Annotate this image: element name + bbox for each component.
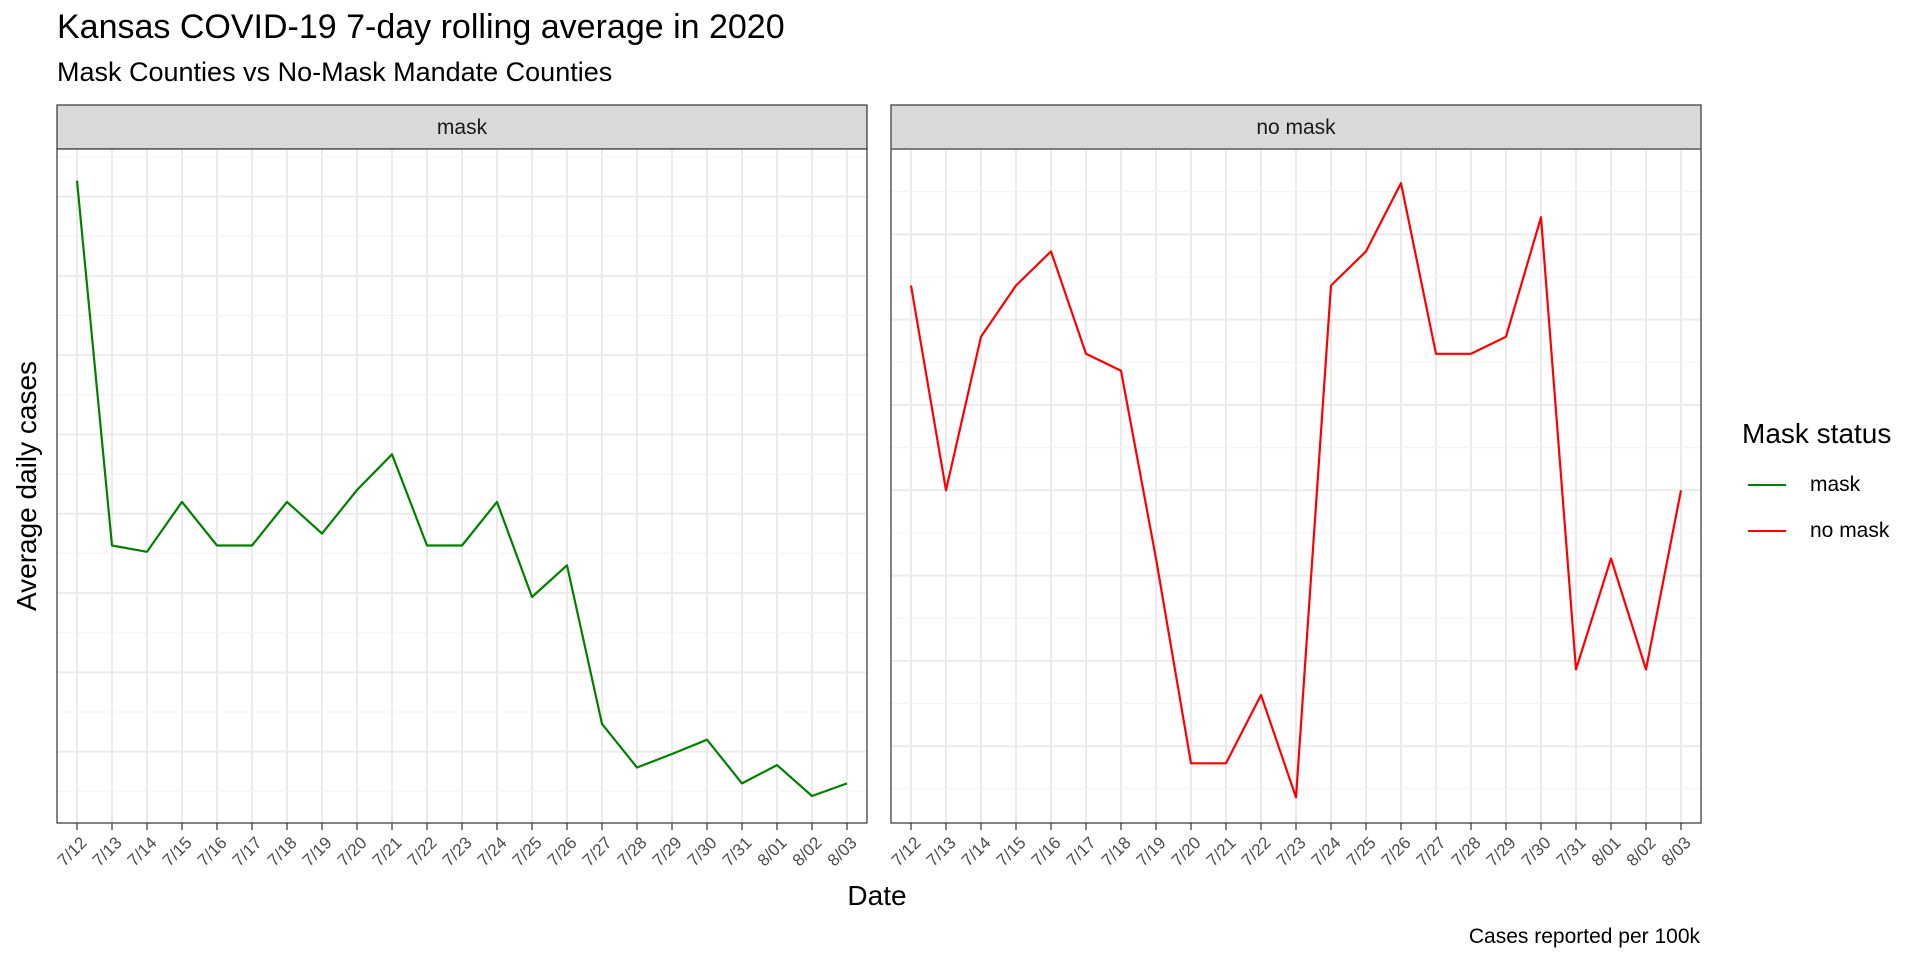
x-tick-label: 7/13 [923, 833, 960, 870]
legend-item-no-mask: no mask [1742, 508, 1891, 554]
x-tick-label: 7/14 [958, 833, 995, 870]
x-tick-label: 7/13 [89, 833, 126, 870]
x-tick-label: 7/21 [1203, 833, 1240, 870]
x-tick-label: 7/12 [54, 833, 91, 870]
caption: Cases reported per 100k [1468, 925, 1700, 948]
x-tick-label: 8/02 [1623, 833, 1660, 870]
x-tick-label: 7/29 [1483, 833, 1520, 870]
legend-label-mask: mask [1810, 473, 1861, 496]
x-tick-label: 7/30 [1518, 833, 1555, 870]
x-tick-label: 7/28 [1448, 833, 1485, 870]
x-tick-label: 8/02 [789, 833, 826, 870]
x-tick-label: 8/03 [1658, 833, 1695, 870]
legend-item-mask: mask [1742, 462, 1891, 508]
x-tick-label: 7/27 [579, 833, 616, 870]
x-tick-label: 7/28 [614, 833, 651, 870]
chart-title: Kansas COVID-19 7-day rolling average in… [57, 8, 785, 46]
x-tick-label: 7/15 [159, 833, 196, 870]
y-axis-title: Average daily cases [11, 360, 42, 612]
x-tick-label: 7/16 [1028, 833, 1065, 870]
facet-strip-label: mask [437, 116, 488, 139]
x-tick-label: 7/24 [1308, 833, 1345, 870]
x-tick-label: 7/15 [993, 833, 1030, 870]
x-tick-label: 7/18 [264, 833, 301, 870]
facet-strip-label: no mask [1256, 116, 1336, 139]
x-tick-label: 7/12 [888, 833, 925, 870]
x-tick-label: 7/16 [194, 833, 231, 870]
x-tick-label: 7/21 [369, 833, 406, 870]
x-tick-label: 7/17 [1063, 833, 1100, 870]
x-tick-label: 7/29 [649, 833, 686, 870]
panel-border-1 [890, 148, 1702, 824]
x-tick-label: 7/14 [124, 833, 161, 870]
legend-key-mask [1748, 484, 1786, 486]
x-tick-label: 7/31 [719, 833, 756, 870]
x-tick-label: 7/30 [684, 833, 721, 870]
x-tick-label: 7/19 [1133, 833, 1170, 870]
x-tick-label: 7/25 [1343, 833, 1380, 870]
x-tick-label: 7/22 [404, 833, 441, 870]
facet-strip-1 [890, 104, 1702, 150]
x-tick-label: 7/20 [1168, 833, 1205, 870]
x-tick-label: 7/23 [1273, 833, 1310, 870]
x-tick-label: 7/24 [474, 833, 511, 870]
legend-title: Mask status [1742, 418, 1892, 449]
x-tick-label: 7/25 [509, 833, 546, 870]
x-tick-label: 7/17 [229, 833, 266, 870]
legend: Mask status mask no mask [1742, 418, 1891, 554]
x-tick-label: 7/20 [334, 833, 371, 870]
x-tick-label: 7/18 [1098, 833, 1135, 870]
x-tick-label: 7/31 [1553, 833, 1590, 870]
x-tick-label: 7/26 [1378, 833, 1415, 870]
series-line-mask [75, 180, 848, 798]
x-tick-label: 7/23 [439, 833, 476, 870]
x-tick-label: 7/26 [544, 833, 581, 870]
x-tick-label: 8/03 [824, 833, 861, 870]
x-axis-title: Date [847, 880, 907, 911]
x-tick-label: 7/27 [1413, 833, 1450, 870]
x-tick-label: 7/22 [1238, 833, 1275, 870]
panel-border-0 [56, 148, 868, 824]
series-line-no-mask [909, 182, 1683, 799]
chart-subtitle: Mask Counties vs No-Mask Mandate Countie… [57, 57, 613, 87]
x-tick-label: 7/19 [299, 833, 336, 870]
legend-label-no-mask: no mask [1810, 519, 1890, 542]
x-tick-label: 8/01 [1588, 833, 1625, 870]
legend-key-no-mask [1748, 530, 1786, 532]
x-tick-label: 8/01 [754, 833, 791, 870]
